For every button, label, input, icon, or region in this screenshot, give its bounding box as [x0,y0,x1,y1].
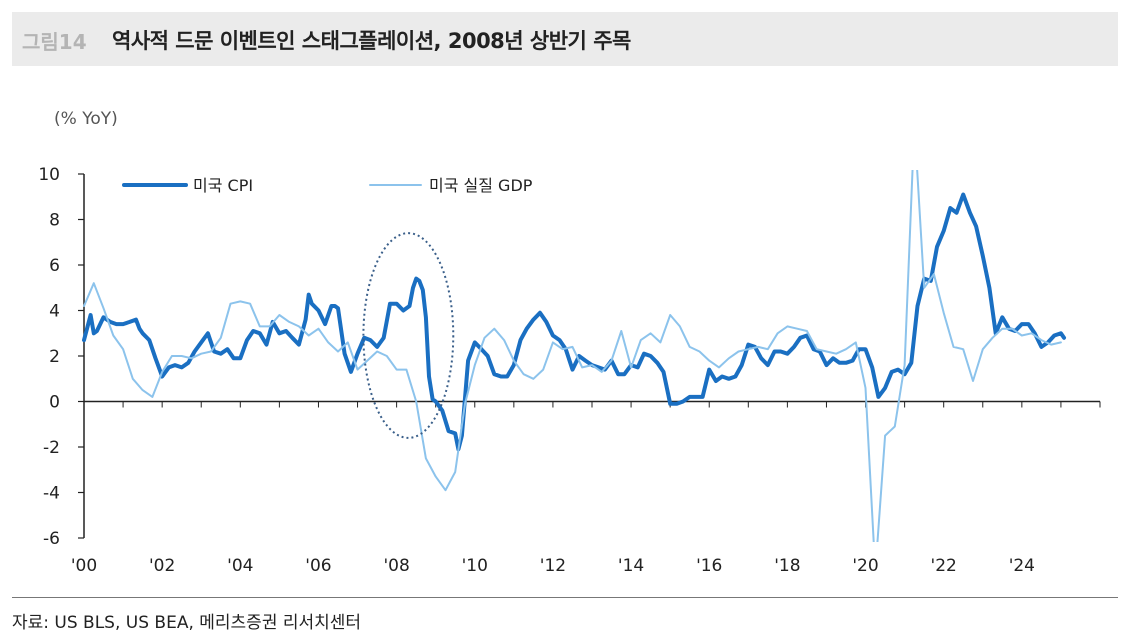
legend-cpi-label: 미국 CPI [193,176,253,195]
chart-title: 역사적 드문 이벤트인 스태그플레이션, 2008년 상반기 주목 [112,29,631,53]
x-tick-label: '18 [774,556,800,576]
legend-gdp-label: 미국 실질 GDP [429,176,533,195]
y-tick-label: 10 [38,165,60,185]
y-tick-label: -6 [43,529,60,549]
y-tick-label: 6 [49,256,60,276]
x-tick-label: '02 [149,556,175,576]
y-axis-unit-label: (% YoY) [54,109,118,129]
cpi-series-line [82,192,1066,452]
y-tick-label: -2 [43,438,60,458]
x-tick-label: '20 [852,556,878,576]
source-note: 자료: US BLS, US BEA, 메리츠증권 리서치센터 [12,613,362,633]
title-bar: 그림14 역사적 드문 이벤트인 스태그플레이션, 2008년 상반기 주목 [12,12,1118,66]
y-tick-label: 2 [49,347,60,367]
x-tick-label: '04 [227,556,253,576]
y-tick-label: -4 [43,484,60,504]
x-tick-label: '08 [383,556,409,576]
x-tick-label: '24 [1009,556,1035,576]
source-divider [12,597,1118,598]
legend: 미국 CPI 미국 실질 GDP [122,176,533,195]
x-tick-label: '16 [696,556,722,576]
y-tick-label: 0 [49,393,60,413]
x-tick-label: '00 [71,556,97,576]
y-axis: -6 -4 -2 0 2 4 6 8 10 [38,165,85,549]
y-tick-label: 4 [49,302,60,322]
figure-label: 그림14 [22,30,87,54]
x-axis: '00 '02 '04 '06 '08 '10 '12 '14 '16 '18 '20 '22 '24 [71,400,1101,576]
x-tick-label: '10 [462,556,488,576]
x-tick-label: '12 [540,556,566,576]
x-tick-label: '14 [618,556,644,576]
series-layer [82,170,1066,542]
x-tick-label: '22 [931,556,957,576]
x-tick-label: '06 [305,556,331,576]
y-tick-label: 8 [49,211,60,231]
gdp-series-line [83,170,1062,542]
